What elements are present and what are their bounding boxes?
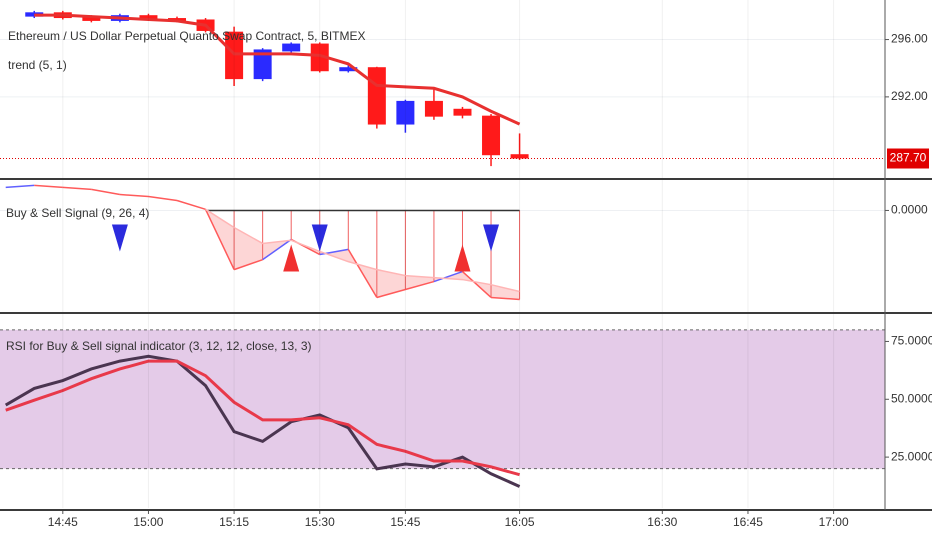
line-segment [433, 270, 463, 283]
legend-label: trend (5, 1) [8, 58, 67, 72]
line-segment [347, 249, 378, 298]
sell-signal [311, 224, 328, 252]
line [4, 354, 521, 488]
candle-body [453, 108, 472, 116]
pane-title: Ethereum / US Dollar Perpetual Quanto Sw… [8, 29, 366, 43]
x-tick-label: 15:45 [390, 515, 420, 529]
candle-body [225, 31, 244, 80]
band [0, 329, 885, 469]
sell-signal [111, 224, 128, 252]
line-segment [376, 288, 406, 299]
pane [0, 329, 885, 488]
y-tick-label: 0.0000 [891, 203, 928, 217]
pane-title: RSI for Buy & Sell signal indicator (3, … [6, 339, 311, 353]
x-tick-label: 16:30 [647, 515, 677, 529]
pane [0, 184, 885, 301]
candle-body [424, 100, 443, 117]
x-tick-label: 15:30 [305, 515, 335, 529]
candle-body [339, 67, 358, 72]
candle-body [367, 67, 386, 125]
line-segment [176, 199, 206, 211]
line-segment [490, 296, 520, 301]
last-price-label: 287.70 [890, 151, 927, 165]
pane [0, 10, 885, 167]
y-tick-label: 296.00 [891, 32, 928, 46]
area-fill [205, 209, 520, 300]
last-price-box [887, 148, 929, 169]
line-segment [233, 258, 263, 271]
line-segment [204, 208, 235, 270]
candle-body [139, 15, 158, 20]
x-tick-label: 14:45 [48, 515, 78, 529]
x-tick-label: 16:45 [733, 515, 763, 529]
x-tick-label: 15:00 [133, 515, 163, 529]
pane-title: Buy & Sell Signal (9, 26, 4) [6, 206, 149, 220]
y-tick-label: 292.00 [891, 89, 928, 103]
line-segment [5, 184, 35, 189]
candle-body [253, 49, 272, 80]
candle-body [510, 154, 529, 159]
line-segment [262, 238, 292, 261]
buy-signal [454, 244, 471, 272]
candle-body [310, 43, 329, 72]
x-tick-label: 16:05 [505, 515, 535, 529]
line-segment [91, 188, 121, 196]
line-segment [148, 195, 178, 202]
buy-signal [283, 244, 300, 272]
line-segment [405, 280, 435, 291]
y-tick-label: 75.0000 [891, 334, 932, 348]
sell-signal [483, 224, 500, 252]
y-tick-label: 25.0000 [891, 449, 932, 463]
x-tick-label: 17:00 [819, 515, 849, 529]
candle-body [396, 100, 415, 125]
candle-body [282, 43, 301, 52]
line-segment [34, 184, 63, 189]
line-segment [62, 186, 92, 191]
line-segment [461, 271, 492, 299]
trend-line [34, 13, 521, 126]
y-tick-label: 50.0000 [891, 391, 932, 405]
candle-body [82, 16, 101, 21]
candle-body [482, 115, 501, 156]
line [205, 208, 520, 293]
line-segment [119, 193, 149, 198]
line [5, 359, 520, 477]
x-tick-label: 15:15 [219, 515, 249, 529]
